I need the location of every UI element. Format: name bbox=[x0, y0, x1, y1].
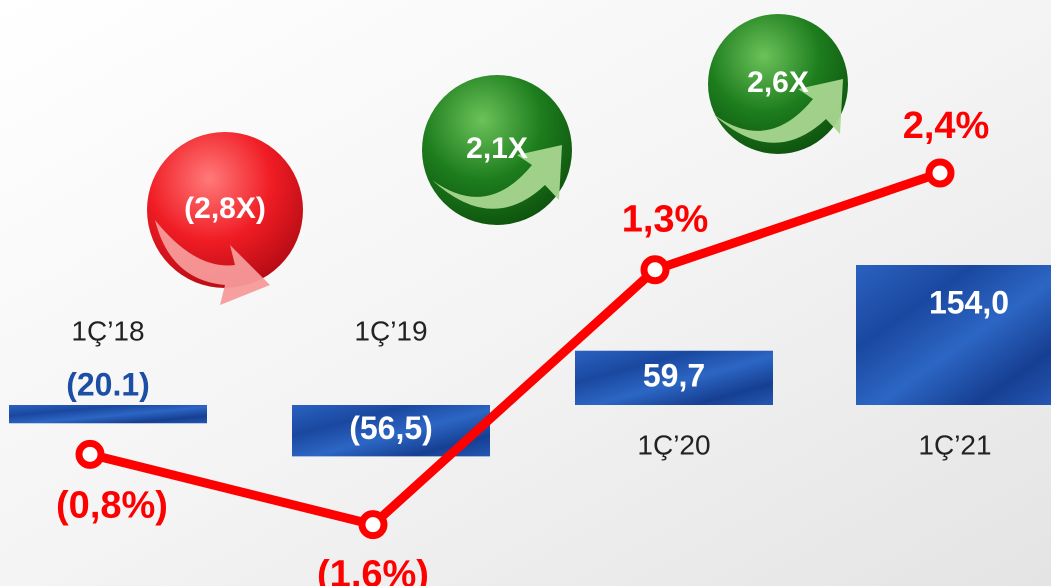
line-point bbox=[358, 510, 388, 540]
bar-value-label: (56,5) bbox=[349, 410, 433, 446]
bar-value-label: 59,7 bbox=[643, 357, 705, 393]
line-point bbox=[925, 158, 955, 188]
line-point bbox=[75, 439, 105, 469]
line-value-label: (0,8%) bbox=[56, 484, 168, 526]
bubble-arrow bbox=[713, 79, 843, 143]
bubble-label: 2,6X bbox=[747, 66, 809, 99]
bubble-label: (2,8X) bbox=[184, 192, 266, 225]
bubble-label: 2,1X bbox=[466, 132, 528, 165]
bubble-arrow bbox=[432, 145, 562, 209]
bar bbox=[856, 265, 1051, 405]
bar-value-label: 154,0 bbox=[929, 284, 1009, 320]
category-label: 1Ç’18 bbox=[71, 315, 144, 346]
category-label: 1Ç’19 bbox=[354, 315, 427, 346]
category-label: 1Ç’21 bbox=[918, 429, 991, 460]
bar bbox=[575, 350, 773, 405]
line-value-label: (1,6%) bbox=[317, 554, 429, 586]
line-value-label: 2,4% bbox=[903, 105, 990, 147]
bar-value-label: (20.1) bbox=[66, 366, 150, 402]
bubble bbox=[147, 132, 303, 288]
line-value-label: 1,3% bbox=[622, 199, 709, 241]
bubble-arrow bbox=[155, 220, 270, 305]
line-point bbox=[640, 255, 670, 285]
bar bbox=[9, 405, 207, 424]
line bbox=[88, 168, 942, 530]
category-label: 1Ç’20 bbox=[637, 429, 710, 460]
